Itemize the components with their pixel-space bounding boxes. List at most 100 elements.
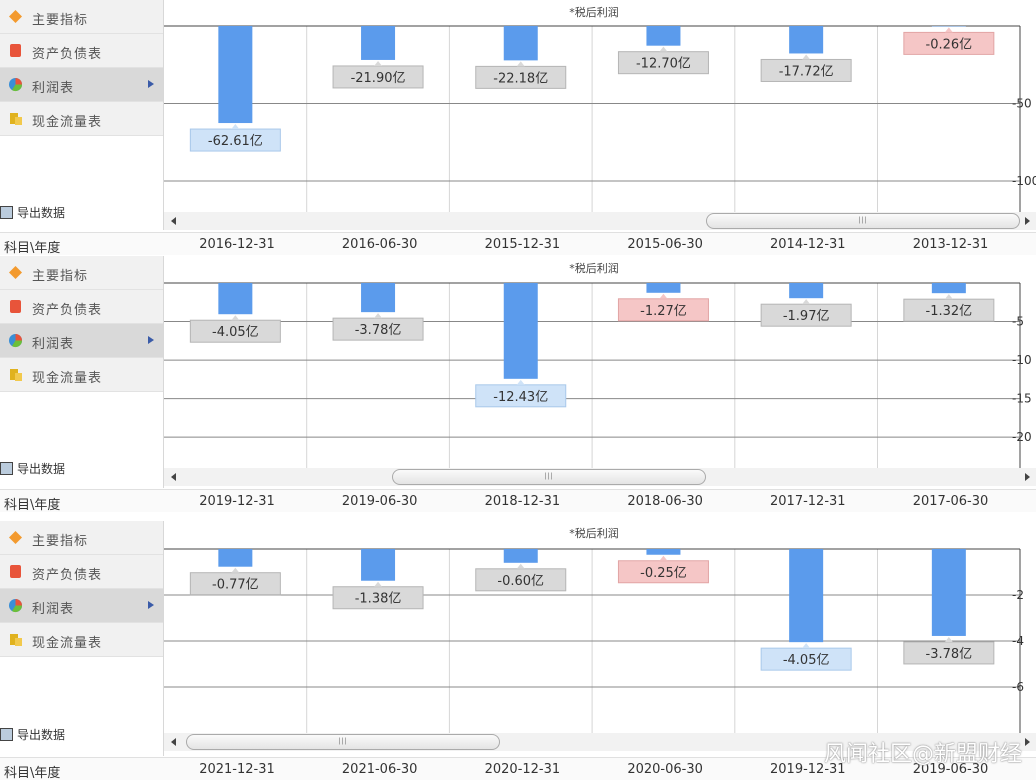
date-cell: 2021-12-31 (199, 762, 275, 777)
value-label-pointer (231, 124, 240, 130)
value-label: -12.43亿 (493, 390, 548, 405)
sidebar-item-income-statement[interactable]: 利润表 (0, 68, 163, 102)
date-header-row: 科目\年度 2019-12-31 2019-06-30 2018-12-31 2018… (0, 489, 1036, 513)
scroll-thumb[interactable]: ||| (706, 213, 1020, 229)
bar[interactable] (218, 283, 253, 315)
bar[interactable] (361, 283, 396, 313)
bar[interactable] (361, 26, 396, 60)
horizontal-scrollbar[interactable]: ||| (164, 212, 1036, 230)
cash-flow-icon (8, 367, 23, 382)
value-label: -22.18亿 (493, 71, 548, 86)
sidebar-item-key-indicators[interactable]: 主要指标 (0, 0, 163, 34)
balance-sheet-icon (8, 43, 23, 58)
sidebar-item-label: 现金流量表 (32, 371, 103, 386)
value-label: -12.70亿 (636, 57, 691, 72)
bar[interactable] (218, 26, 253, 124)
scroll-left-icon[interactable] (171, 738, 176, 746)
y-tick-label: -15 (1012, 392, 1032, 406)
bar[interactable] (646, 549, 681, 555)
scroll-right-icon[interactable] (1025, 217, 1030, 225)
value-label-pointer (516, 379, 525, 385)
value-label-pointer (802, 643, 811, 649)
value-label-pointer (231, 567, 240, 573)
pie-chart-icon (8, 333, 23, 348)
sidebar-item-cash-flow[interactable]: 现金流量表 (0, 623, 163, 657)
bar[interactable] (931, 549, 966, 636)
bar[interactable] (218, 549, 253, 567)
bar[interactable] (789, 549, 824, 643)
bar[interactable] (503, 283, 538, 379)
value-label-pointer (659, 555, 668, 561)
date-cell: 2020-06-30 (627, 762, 703, 777)
value-label-pointer (516, 563, 525, 569)
value-label-pointer (374, 60, 383, 66)
sidebar-item-key-indicators[interactable]: 主要指标 (0, 256, 163, 290)
y-tick-label: -6 (1012, 680, 1024, 694)
value-label: -1.32亿 (926, 304, 973, 319)
scroll-thumb[interactable]: ||| (392, 469, 706, 485)
sidebar-item-label: 现金流量表 (32, 115, 103, 130)
bar[interactable] (503, 26, 538, 61)
export-label: 导出数据 (17, 462, 66, 476)
sidebar-item-income-statement[interactable]: 利润表 (0, 324, 163, 358)
sidebar-item-key-indicators[interactable]: 主要指标 (0, 521, 163, 555)
sidebar-item-balance-sheet[interactable]: 资产负债表 (0, 555, 163, 589)
horizontal-scrollbar[interactable]: ||| (164, 733, 1036, 751)
sidebar-item-label: 资产负债表 (32, 303, 103, 318)
sidebar-item-label: 利润表 (32, 602, 75, 617)
export-data-button[interactable]: 导出数据 (0, 460, 65, 477)
date-header-row: 科目\年度 2016-12-31 2016-06-30 2015-12-31 2015… (0, 232, 1036, 256)
horizontal-scrollbar[interactable]: ||| (164, 468, 1036, 486)
bar[interactable] (646, 26, 681, 46)
bar[interactable] (789, 283, 824, 299)
panel-2: 主要指标 资产负债表 利润表 现金流量表 导出数据 *税后利润 -5 -10 -15… (0, 256, 1036, 514)
bar-chart: -5 -10 -15 -20 -4.05亿 -3.78亿 -12.43亿 -1.27亿 -1.9… (164, 282, 1032, 468)
value-label: -0.26亿 (926, 37, 973, 52)
date-cell: 2016-06-30 (341, 237, 418, 252)
balance-sheet-icon (8, 299, 23, 314)
scroll-right-icon[interactable] (1025, 473, 1030, 481)
sidebar-item-label: 资产负债表 (32, 568, 103, 583)
value-label: -0.25亿 (640, 566, 687, 581)
date-cell: 2017-12-31 (770, 494, 846, 509)
y-tick-label: -10 (1012, 353, 1032, 367)
scroll-right-icon[interactable] (1025, 738, 1030, 746)
date-cell: 2013-12-31 (912, 237, 989, 252)
grip-icon: ||| (544, 473, 554, 480)
scroll-thumb[interactable]: ||| (186, 734, 500, 750)
pie-chart-icon (8, 598, 23, 613)
diamond-icon (8, 265, 23, 280)
value-label-pointer (944, 294, 953, 300)
bar[interactable] (646, 283, 681, 293)
sidebar-item-cash-flow[interactable]: 现金流量表 (0, 358, 163, 392)
value-label-pointer (944, 636, 953, 642)
scroll-left-icon[interactable] (171, 217, 176, 225)
value-label: -0.60亿 (497, 574, 544, 589)
bar[interactable] (361, 549, 396, 581)
sidebar-item-balance-sheet[interactable]: 资产负债表 (0, 290, 163, 324)
sidebar: 主要指标 资产负债表 利润表 现金流量表 导出数据 (0, 521, 164, 756)
sidebar-item-income-statement[interactable]: 利润表 (0, 589, 163, 623)
value-label: -1.97亿 (783, 309, 830, 324)
value-label: -1.27亿 (640, 304, 687, 319)
y-tick-label: -2 (1012, 588, 1024, 602)
sidebar-item-cash-flow[interactable]: 现金流量表 (0, 102, 163, 136)
bar[interactable] (789, 26, 824, 54)
sidebar: 主要指标 资产负债表 利润表 现金流量表 导出数据 (0, 0, 164, 230)
date-cell: 2019-06-30 (912, 762, 989, 777)
y-tick-label: -50 (1012, 97, 1032, 111)
value-label-pointer (659, 293, 668, 299)
value-label-pointer (231, 315, 240, 321)
chart-area: *税后利润 -2 -4 -6 -0.77亿 -1.38亿 -0.60亿 -0.25亿 -4.0… (164, 521, 1036, 733)
export-data-button[interactable]: 导出数据 (0, 204, 65, 221)
pie-chart-icon (8, 77, 23, 92)
value-label: -1.38亿 (355, 592, 402, 607)
date-cell: 2019-12-31 (199, 494, 275, 509)
sidebar-item-balance-sheet[interactable]: 资产负债表 (0, 34, 163, 68)
date-cell: 2016-12-31 (199, 237, 275, 252)
bar[interactable] (503, 549, 538, 563)
export-data-button[interactable]: 导出数据 (0, 726, 65, 743)
scroll-left-icon[interactable] (171, 473, 176, 481)
chart-area: *税后利润 -50 -100 -62.61亿 -21.90亿 -22.18亿 -12.70… (164, 0, 1036, 212)
bar[interactable] (931, 283, 966, 294)
